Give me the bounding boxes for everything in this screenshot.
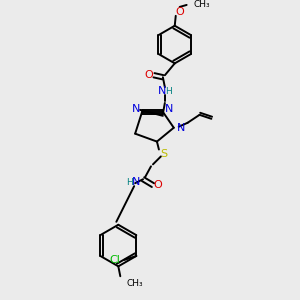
Text: N: N <box>158 86 166 96</box>
Text: H: H <box>165 87 172 96</box>
Text: N: N <box>132 177 140 187</box>
Text: CH₃: CH₃ <box>194 0 210 9</box>
Text: S: S <box>160 149 167 160</box>
Text: N: N <box>132 104 140 114</box>
Text: N: N <box>176 123 185 133</box>
Text: N: N <box>165 104 173 114</box>
Text: O: O <box>175 7 184 17</box>
Text: O: O <box>154 180 162 190</box>
Text: CH₃: CH₃ <box>126 279 143 288</box>
Text: Cl: Cl <box>109 255 120 265</box>
Text: O: O <box>145 70 153 80</box>
Text: H: H <box>126 178 133 187</box>
